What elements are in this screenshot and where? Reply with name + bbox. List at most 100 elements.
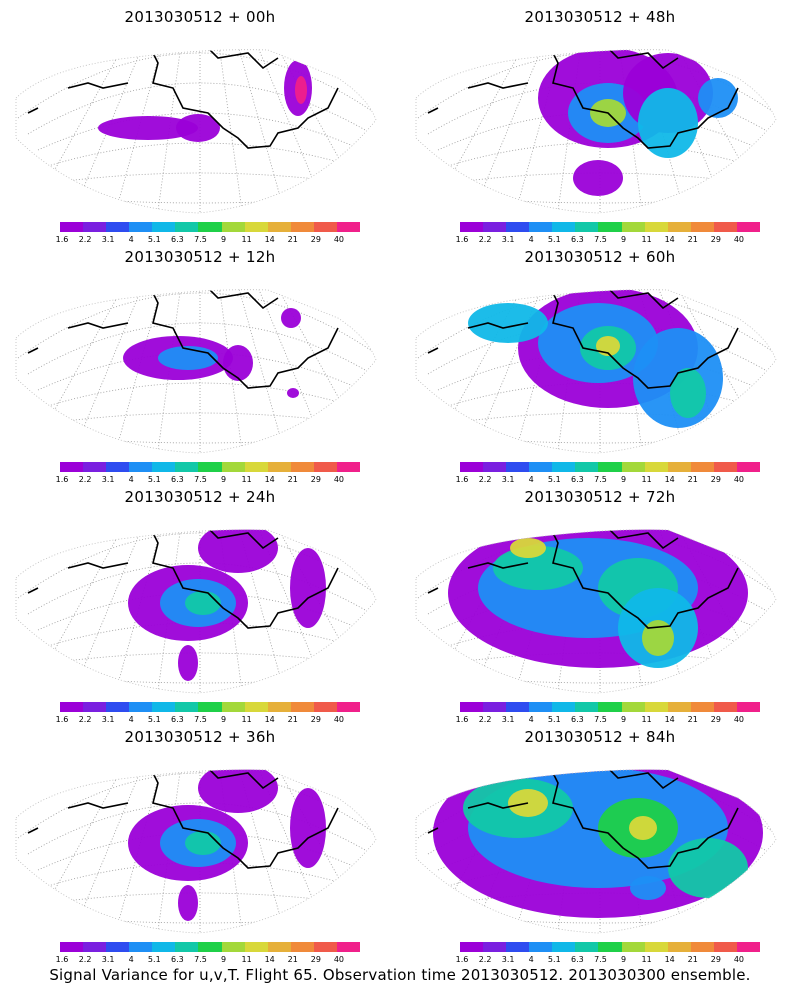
colorbar-label: 11 (641, 955, 652, 964)
colorbar-swatch (690, 222, 714, 232)
colorbar-label: 7.5 (594, 235, 607, 244)
colorbar-swatch (736, 942, 761, 952)
colorbar-swatch (736, 222, 761, 232)
colorbar-swatch (198, 462, 222, 472)
latitude-line (27, 562, 373, 615)
colorbar-swatch (552, 222, 576, 232)
latitude-line (457, 652, 743, 663)
colorbar-label: 5.1 (147, 955, 161, 964)
colorbar-label: 21 (687, 475, 698, 484)
colorbar-swatch (152, 702, 176, 712)
colorbar-swatch (313, 702, 337, 712)
coastline (27, 529, 339, 629)
colorbar-label: 1.6 (55, 475, 69, 484)
coastline (27, 289, 339, 389)
latitude-line (37, 352, 363, 391)
colorbar-label: 7.5 (194, 475, 207, 484)
colorbar (60, 702, 361, 712)
colorbar-swatch (460, 462, 484, 472)
meridian-line (199, 289, 330, 453)
colorbar-labels: 1.6 2.2 3.1 4 5.1 6.3 7.5 9 11 14 21 29 40 (456, 715, 760, 725)
colorbar-swatch (529, 942, 553, 952)
colorbar-swatch (529, 702, 553, 712)
colorbar-label: 3.1 (101, 715, 115, 724)
colorbar-label: 5.1 (147, 715, 161, 724)
panel-title: 2013030512 + 12h (124, 248, 276, 266)
colorbar-swatch (313, 462, 337, 472)
colorbar-swatch (736, 462, 761, 472)
latitude-line (47, 622, 353, 647)
colorbar-label: 2.2 (78, 235, 92, 244)
colorbar-label: 9 (220, 955, 227, 964)
colorbar-label: 29 (710, 955, 721, 964)
colorbar-swatch (267, 942, 291, 952)
latitude-line (427, 82, 773, 135)
colorbar-label: 5.1 (147, 475, 161, 484)
colorbar-label: 40 (733, 475, 745, 484)
colorbar-label: 21 (687, 715, 698, 724)
latitude-line (17, 532, 376, 599)
colorbar (60, 222, 361, 232)
colorbar-label: 2.2 (78, 715, 92, 724)
meridian-line (156, 529, 201, 693)
colorbar-label: 21 (287, 475, 298, 484)
colorbar-swatch (575, 702, 599, 712)
colorbar-label: 4 (528, 955, 534, 964)
variance-contour (178, 645, 198, 681)
colorbar-swatch (552, 462, 576, 472)
colorbar-label: 11 (241, 475, 252, 484)
meridian-line (70, 289, 201, 453)
map-boundary (415, 289, 777, 454)
variance-contour (698, 78, 738, 118)
colorbar-label: 14 (264, 955, 275, 964)
colorbar-label: 29 (310, 475, 321, 484)
map-boundary (415, 529, 777, 694)
colorbar-label: 40 (733, 715, 745, 724)
coastline (427, 49, 739, 149)
meridian-line (599, 529, 730, 693)
colorbar-swatch (460, 942, 484, 952)
latitude-line (37, 112, 363, 151)
colorbar-label: 3.1 (101, 955, 115, 964)
latitude-line (57, 892, 343, 903)
colorbar-label: 2.2 (478, 235, 492, 244)
colorbar-swatch (290, 462, 314, 472)
colorbar-swatch (483, 702, 507, 712)
meridian-line (470, 49, 601, 213)
colorbar-label: 6.3 (571, 715, 584, 724)
colorbar (460, 702, 761, 712)
colorbar-label: 4 (128, 235, 134, 244)
colorbar-swatch (244, 942, 268, 952)
colorbar-label: 14 (664, 235, 675, 244)
colorbar-swatch (621, 702, 645, 712)
colorbar-swatch (244, 462, 268, 472)
variance-contour (668, 838, 748, 898)
variance-contour (198, 529, 278, 573)
colorbar-swatch (221, 222, 245, 232)
map-boundary (415, 49, 777, 214)
colorbar-label: 9 (620, 715, 627, 724)
colorbar-swatch (667, 702, 691, 712)
coastline (427, 289, 739, 389)
colorbar-label: 21 (287, 955, 298, 964)
colorbar-swatch (575, 462, 599, 472)
variance-contour (638, 88, 698, 158)
variance-contour (295, 76, 307, 104)
colorbar-label: 11 (641, 715, 652, 724)
colorbar-label: 2.2 (478, 955, 492, 964)
colorbar-label: 29 (710, 715, 721, 724)
meridian-line (199, 49, 330, 213)
latitude-line (37, 832, 363, 871)
latitude-line (17, 52, 376, 119)
meridian-line (199, 49, 244, 213)
latitude-line (57, 652, 343, 663)
colorbar-label: 6.3 (171, 235, 184, 244)
colorbar-swatch (667, 462, 691, 472)
colorbar-swatch (621, 222, 645, 232)
colorbar-swatch (198, 942, 222, 952)
colorbar-label: 7.5 (594, 955, 607, 964)
meridian-line (156, 289, 201, 453)
coastline (27, 49, 339, 149)
colorbar-labels: 1.6 2.2 3.1 4 5.1 6.3 7.5 9 11 14 21 29 40 (56, 235, 360, 245)
colorbar-swatch (667, 222, 691, 232)
